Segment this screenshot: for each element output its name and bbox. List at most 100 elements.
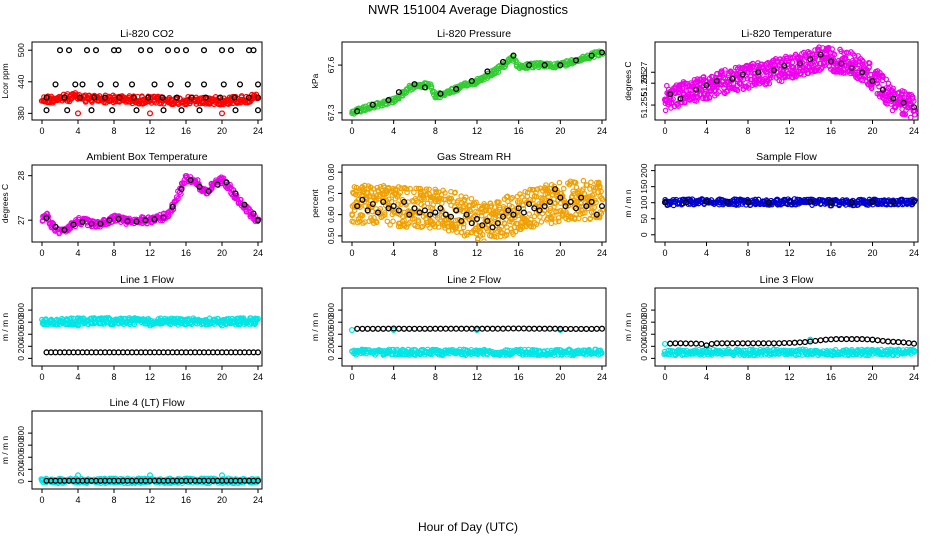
band-point xyxy=(423,191,430,198)
data-point xyxy=(682,199,689,206)
band-point xyxy=(793,73,799,80)
data-point xyxy=(744,340,752,347)
data-point xyxy=(505,207,512,214)
x-tick-label: 20 xyxy=(555,126,565,136)
data-point xyxy=(83,47,91,54)
band-point xyxy=(435,224,442,230)
band-point xyxy=(706,94,713,101)
band-point xyxy=(409,210,416,217)
data-point xyxy=(879,86,886,93)
x-tick-label: 24 xyxy=(597,248,607,258)
data-point xyxy=(458,217,465,225)
data-point xyxy=(572,57,580,64)
x-tick-label: 8 xyxy=(745,248,750,258)
data-point xyxy=(447,325,455,332)
band-point xyxy=(498,224,505,230)
band-point xyxy=(811,58,818,65)
data-point xyxy=(369,101,376,108)
band-point xyxy=(459,229,465,236)
y-axis-label: percent xyxy=(310,189,320,218)
x-tick-label: 16 xyxy=(514,248,524,258)
data-point xyxy=(380,325,387,332)
data-point xyxy=(890,95,897,102)
x-tick-label: 4 xyxy=(75,248,80,258)
band-point xyxy=(430,202,437,208)
data-point xyxy=(546,198,553,205)
data-point xyxy=(406,325,413,332)
data-point xyxy=(196,107,203,114)
band-point xyxy=(820,60,827,67)
data-point xyxy=(70,221,77,228)
figure-xlabel: Hour of Day (UTC) xyxy=(418,520,518,534)
x-tick-label: 12 xyxy=(145,248,155,258)
x-tick-label: 24 xyxy=(597,372,607,382)
band-point xyxy=(591,191,597,198)
data-point xyxy=(187,177,194,184)
data-point xyxy=(463,211,470,218)
data-point xyxy=(499,58,507,65)
data-point xyxy=(232,190,239,197)
data-point xyxy=(364,207,371,214)
band-point xyxy=(429,205,436,212)
x-tick-label: 16 xyxy=(514,372,524,382)
data-point xyxy=(719,340,726,347)
plot-area xyxy=(661,336,918,359)
band-point xyxy=(745,85,752,91)
x-tick-label: 24 xyxy=(597,126,607,136)
data-point xyxy=(348,326,356,334)
plot-frame xyxy=(654,41,919,121)
data-point xyxy=(859,336,866,343)
y-axis-label: Lcor ppm xyxy=(0,63,10,98)
data-point xyxy=(43,214,50,222)
band-point xyxy=(866,60,873,67)
data-point xyxy=(254,217,262,224)
x-tick-label: 0 xyxy=(349,248,354,258)
data-point xyxy=(160,107,167,114)
data-point xyxy=(453,85,460,93)
data-point xyxy=(115,47,122,54)
y-tick-label: 0 xyxy=(639,356,649,361)
data-point xyxy=(227,47,235,54)
band-point xyxy=(583,182,590,188)
band-point xyxy=(487,200,494,207)
band-point xyxy=(904,346,910,353)
data-point xyxy=(106,217,113,224)
data-point xyxy=(827,58,835,65)
y-tick-label: 67.3 xyxy=(326,104,336,121)
data-point xyxy=(416,209,423,216)
data-point xyxy=(827,336,835,343)
data-point xyxy=(827,199,835,206)
band-point xyxy=(468,195,475,202)
data-point xyxy=(687,340,694,347)
data-point xyxy=(677,340,684,347)
band-point xyxy=(451,190,458,196)
data-point xyxy=(432,325,439,332)
band-point xyxy=(545,193,552,200)
data-point xyxy=(708,340,715,347)
band-point xyxy=(388,198,395,205)
data-point xyxy=(900,99,907,106)
data-point xyxy=(214,181,221,188)
band-point xyxy=(458,193,464,199)
data-point xyxy=(245,94,253,101)
band-point xyxy=(395,223,402,230)
band-point xyxy=(398,185,404,191)
data-point xyxy=(97,81,104,88)
x-tick-label: 0 xyxy=(662,248,667,258)
data-point xyxy=(380,198,387,205)
band-point xyxy=(365,185,372,192)
band-point xyxy=(716,89,722,95)
data-point xyxy=(145,94,152,101)
data-point xyxy=(598,49,606,56)
y-tick-label: 600 xyxy=(326,315,336,329)
data-point xyxy=(427,325,434,332)
band-point xyxy=(516,199,523,205)
y-tick-label: 600 xyxy=(16,315,26,329)
data-point xyxy=(411,81,418,88)
band-point xyxy=(552,219,559,225)
data-point xyxy=(406,211,413,218)
data-point xyxy=(395,207,402,214)
